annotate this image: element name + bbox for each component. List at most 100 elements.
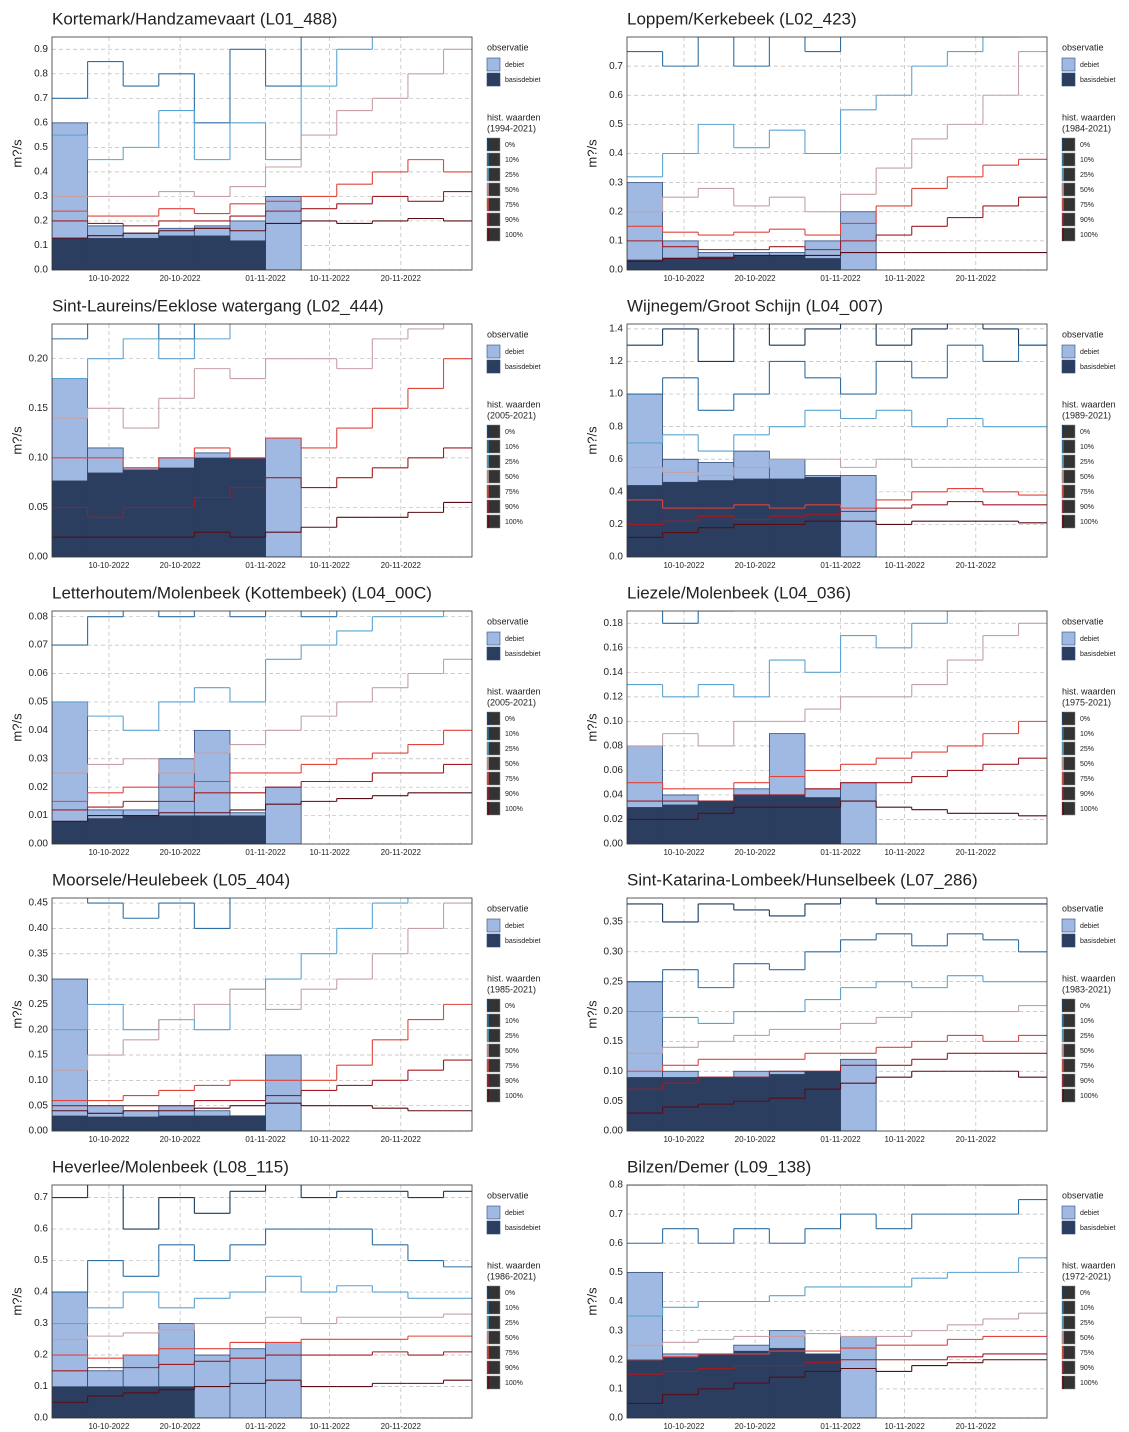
y-axis-label: m?/s xyxy=(9,713,24,742)
legend-label: 90% xyxy=(1080,504,1094,511)
chart-title: Letterhoutem/Molenbeek (Kottembeek) (L04… xyxy=(52,583,432,602)
legend-subtitle: (1975-2021) xyxy=(1062,697,1111,707)
basisdebiet-area xyxy=(229,240,266,270)
y-tick-label: 0.02 xyxy=(29,782,49,793)
legend-label: 90% xyxy=(505,1078,519,1085)
basisdebiet-area xyxy=(123,469,159,557)
x-tick-label: 20-10-2022 xyxy=(160,274,201,283)
legend-title: hist. waarden xyxy=(1062,112,1116,122)
legend-key xyxy=(1061,424,1076,439)
basisdebiet-area xyxy=(627,807,663,844)
legend-key xyxy=(1061,227,1076,242)
x-tick-label: 10-11-2022 xyxy=(309,274,350,283)
x-tick-label: 10-10-2022 xyxy=(663,1135,704,1144)
x-tick-label: 01-11-2022 xyxy=(820,561,861,570)
y-tick-label: 0.06 xyxy=(604,765,624,776)
panel: Moorsele/Heulebeek (L05_404) m?/s 0.00 0.05… xyxy=(9,870,540,1144)
legend-label: 0% xyxy=(505,142,515,149)
legend-label: 50% xyxy=(505,187,519,194)
legend-key xyxy=(486,998,501,1013)
plot-area xyxy=(52,1185,472,1418)
legend-label: 25% xyxy=(1080,172,1094,179)
y-tick-label: 0.1 xyxy=(609,1384,623,1395)
plot-area xyxy=(627,898,1047,1131)
x-tick-label: 01-11-2022 xyxy=(820,1422,861,1431)
y-tick-label: 1.4 xyxy=(609,324,623,335)
y-tick-label: 0.45 xyxy=(29,898,49,909)
y-tick-label: 0.6 xyxy=(609,1238,623,1249)
basisdebiet-area xyxy=(52,237,88,270)
y-tick-label: 0.9 xyxy=(34,44,48,55)
legend-label: 50% xyxy=(1080,1048,1094,1055)
legend-title: observatie xyxy=(1062,1190,1104,1200)
y-axis-label: m?/s xyxy=(584,139,599,168)
basisdebiet-area xyxy=(698,800,734,844)
basisdebiet-area xyxy=(733,255,770,270)
y-tick-label: 0.10 xyxy=(29,1075,49,1086)
y-tick-label: 0.30 xyxy=(604,946,624,957)
legend-title: observatie xyxy=(1062,329,1104,339)
legend-key xyxy=(486,741,501,756)
legend-key xyxy=(1061,1285,1076,1300)
legend-label: 100% xyxy=(505,806,523,813)
legend-label: 90% xyxy=(1080,1078,1094,1085)
legend-key xyxy=(1061,756,1076,771)
debiet-area xyxy=(265,196,302,270)
y-tick-label: 0.2 xyxy=(609,206,623,217)
panel: Sint-Laureins/Eeklose watergang (L02_444… xyxy=(9,296,540,570)
legend-key xyxy=(1061,631,1076,646)
y-tick-label: 0.20 xyxy=(29,1024,49,1035)
legend-label: debiet xyxy=(505,923,524,930)
legend-label: 0% xyxy=(505,429,515,436)
y-tick-label: 0.06 xyxy=(29,668,49,679)
legend-label: basisdebiet xyxy=(1080,938,1115,945)
y-tick-label: 0.8 xyxy=(34,68,48,79)
legend-key xyxy=(486,1058,501,1073)
plot-border xyxy=(51,610,473,845)
y-tick-label: 0.25 xyxy=(29,999,49,1010)
y-tick-label: 0.00 xyxy=(604,1126,624,1137)
x-tick-label: 10-11-2022 xyxy=(884,848,925,857)
legend-label: basisdebiet xyxy=(505,651,540,658)
legend-title: hist. waarden xyxy=(487,1260,541,1270)
y-tick-label: 0.10 xyxy=(604,1066,624,1077)
legend-key xyxy=(1061,1073,1076,1088)
y-tick-label: 0.4 xyxy=(34,167,48,178)
legend-label: 10% xyxy=(1080,444,1094,451)
legend-key xyxy=(1061,167,1076,182)
legend-label: 90% xyxy=(505,217,519,224)
x-tick-label: 10-11-2022 xyxy=(884,1135,925,1144)
y-tick-label: 0.7 xyxy=(34,1192,48,1203)
panel: Bilzen/Demer (L09_138) m?/s 0.0 0.1 0.2 0.3 0.… xyxy=(584,1157,1115,1431)
legend-label: 0% xyxy=(505,1003,515,1010)
y-tick-label: 0.6 xyxy=(609,454,623,465)
chart-title: Sint-Katarina-Lombeek/Hunselbeek (L07_28… xyxy=(627,870,978,889)
basisdebiet-area xyxy=(733,794,770,844)
y-tick-label: 0.01 xyxy=(29,810,49,821)
y-tick-label: 0.7 xyxy=(609,61,623,72)
legend-key xyxy=(486,484,501,499)
debiet-area xyxy=(840,1058,877,1131)
legend-label: 10% xyxy=(505,1018,519,1025)
y-tick-label: 0.4 xyxy=(34,1287,48,1298)
legend-key xyxy=(486,771,501,786)
y-axis-label: m?/s xyxy=(9,426,24,455)
legend-label: 25% xyxy=(1080,1033,1094,1040)
legend-title: observatie xyxy=(1062,42,1104,52)
legend-key xyxy=(1061,1220,1076,1235)
legend-label: 10% xyxy=(505,1305,519,1312)
basisdebiet-area xyxy=(229,457,266,557)
legend-key xyxy=(1061,439,1076,454)
y-tick-label: 0.15 xyxy=(604,1036,624,1047)
plot-area xyxy=(52,324,472,557)
y-tick-label: 0.3 xyxy=(34,191,48,202)
legend-key xyxy=(1061,197,1076,212)
legend-key xyxy=(486,1028,501,1043)
legend-key xyxy=(486,933,501,948)
plot-area xyxy=(627,1185,1047,1418)
legend-title: observatie xyxy=(487,616,529,626)
legend-key xyxy=(486,227,501,242)
x-tick-label: 10-10-2022 xyxy=(88,1135,129,1144)
legend-label: 100% xyxy=(1080,1380,1098,1387)
debiet-area xyxy=(840,782,877,844)
